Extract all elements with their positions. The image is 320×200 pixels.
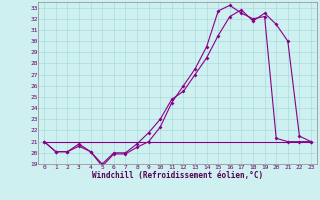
X-axis label: Windchill (Refroidissement éolien,°C): Windchill (Refroidissement éolien,°C) [92,171,263,180]
